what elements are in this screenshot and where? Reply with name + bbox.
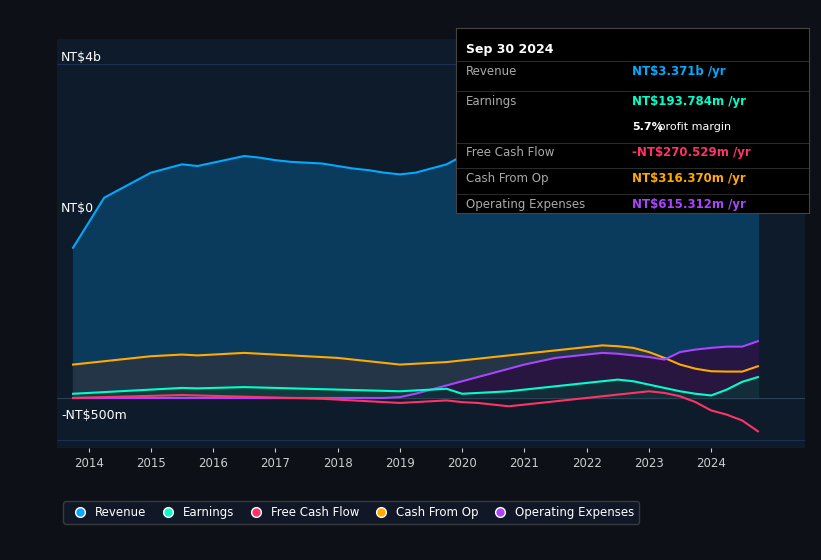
Text: NT$0: NT$0 bbox=[62, 202, 94, 216]
Text: 5.7%: 5.7% bbox=[632, 122, 663, 132]
Text: -NT$270.529m /yr: -NT$270.529m /yr bbox=[632, 146, 751, 159]
Text: NT$4b: NT$4b bbox=[62, 52, 102, 64]
Text: Free Cash Flow: Free Cash Flow bbox=[466, 146, 555, 159]
Text: NT$615.312m /yr: NT$615.312m /yr bbox=[632, 198, 746, 211]
Text: profit margin: profit margin bbox=[655, 122, 732, 132]
Text: -NT$500m: -NT$500m bbox=[62, 409, 127, 422]
Text: Revenue: Revenue bbox=[466, 65, 517, 78]
Text: Sep 30 2024: Sep 30 2024 bbox=[466, 43, 553, 56]
Text: NT$316.370m /yr: NT$316.370m /yr bbox=[632, 172, 746, 185]
Text: NT$3.371b /yr: NT$3.371b /yr bbox=[632, 65, 726, 78]
Text: Cash From Op: Cash From Op bbox=[466, 172, 548, 185]
Legend: Revenue, Earnings, Free Cash Flow, Cash From Op, Operating Expenses: Revenue, Earnings, Free Cash Flow, Cash … bbox=[63, 501, 640, 524]
Text: Operating Expenses: Operating Expenses bbox=[466, 198, 585, 211]
Text: Earnings: Earnings bbox=[466, 95, 517, 108]
Text: NT$193.784m /yr: NT$193.784m /yr bbox=[632, 95, 746, 108]
